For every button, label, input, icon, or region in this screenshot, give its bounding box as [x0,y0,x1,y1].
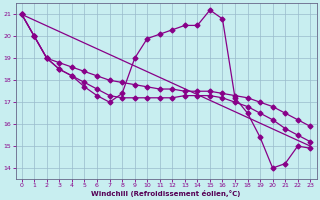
X-axis label: Windchill (Refroidissement éolien,°C): Windchill (Refroidissement éolien,°C) [91,190,241,197]
